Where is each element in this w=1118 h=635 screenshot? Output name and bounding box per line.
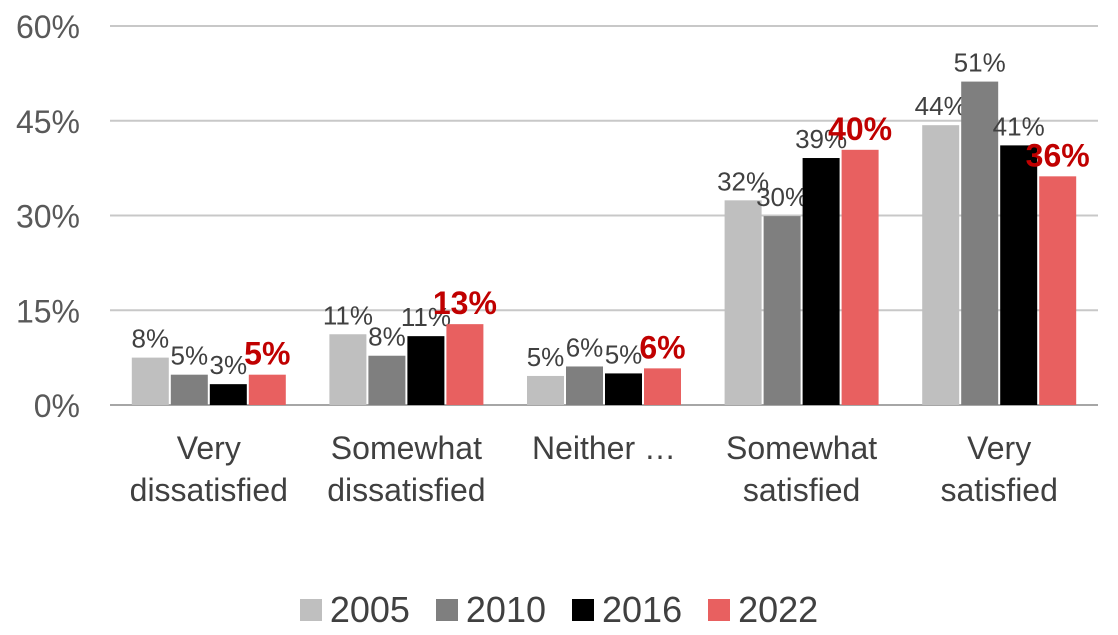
y-tick-label: 30%: [16, 199, 80, 235]
legend-item-2022: 2022: [708, 589, 818, 631]
y-tick-label: 15%: [16, 293, 80, 329]
x-tick-label: Somewhat: [726, 430, 877, 466]
y-tick-label: 45%: [16, 104, 80, 140]
x-tick-label: Somewhat: [331, 430, 482, 466]
x-tick-label: dissatisfied: [130, 472, 288, 508]
bar-2022: [644, 368, 681, 405]
data-label: 5%: [605, 339, 643, 369]
data-label: 32%: [717, 166, 769, 196]
legend-item-2005: 2005: [299, 589, 410, 631]
bar-2016: [407, 336, 445, 405]
bar-2010: [170, 374, 208, 405]
data-label: 8%: [368, 322, 406, 352]
legend-item-2010: 2010: [435, 589, 546, 631]
legend-label: 2016: [602, 589, 683, 630]
bar-2016: [605, 373, 642, 405]
x-tick-label: Neither …: [532, 430, 676, 466]
legend: 2005 2010 2016 2022: [0, 585, 1118, 635]
data-label: 40%: [828, 111, 892, 147]
bar-2016: [1000, 145, 1038, 405]
bar-2005: [527, 375, 564, 405]
x-tick-label: satisfied: [743, 472, 860, 508]
bar-2022: [248, 374, 286, 405]
data-label: 8%: [132, 324, 170, 354]
data-label: 13%: [433, 285, 497, 321]
bar-2005: [922, 125, 960, 406]
bar-2010: [566, 366, 603, 405]
legend-item-2016: 2016: [572, 589, 682, 631]
bar-2005: [329, 334, 367, 405]
x-tick-label: satisfied: [941, 472, 1058, 508]
bar-2016: [802, 158, 840, 405]
data-label: 36%: [1026, 137, 1090, 173]
data-label: 3%: [210, 350, 248, 380]
data-label: 5%: [527, 342, 565, 372]
bar-2022: [446, 324, 484, 405]
bar-2010: [763, 216, 801, 405]
legend-swatch: [299, 599, 322, 621]
bar-2016: [209, 384, 247, 405]
legend-swatch: [435, 599, 458, 621]
legend-label: 2022: [738, 589, 819, 630]
x-tick-label: dissatisfied: [327, 472, 485, 508]
legend-label: 2010: [465, 589, 546, 630]
legend-label: 2005: [329, 589, 410, 630]
bar-2010: [368, 355, 406, 405]
data-label: 6%: [639, 329, 685, 365]
data-label: 30%: [756, 182, 808, 212]
bar-2022: [1039, 176, 1077, 405]
legend-swatch: [572, 599, 594, 621]
data-label: 5%: [244, 336, 290, 372]
x-tick-label: Very: [177, 430, 241, 466]
x-tick-label: Very: [967, 430, 1031, 466]
data-label: 11%: [401, 302, 451, 332]
data-label: 6%: [566, 332, 604, 362]
data-label: 5%: [171, 341, 209, 371]
data-label: 11%: [323, 300, 373, 330]
y-tick-label: 0%: [34, 388, 80, 424]
data-label: 44%: [915, 91, 967, 121]
bar-2005: [131, 357, 169, 405]
data-label: 39%: [795, 124, 847, 154]
y-tick-label: 60%: [16, 9, 80, 45]
data-label: 41%: [993, 111, 1045, 141]
data-label: 51%: [954, 48, 1006, 78]
bar-2005: [724, 200, 762, 405]
legend-swatch: [708, 599, 731, 621]
bar-2022: [841, 149, 879, 405]
bar-2010: [961, 81, 999, 405]
